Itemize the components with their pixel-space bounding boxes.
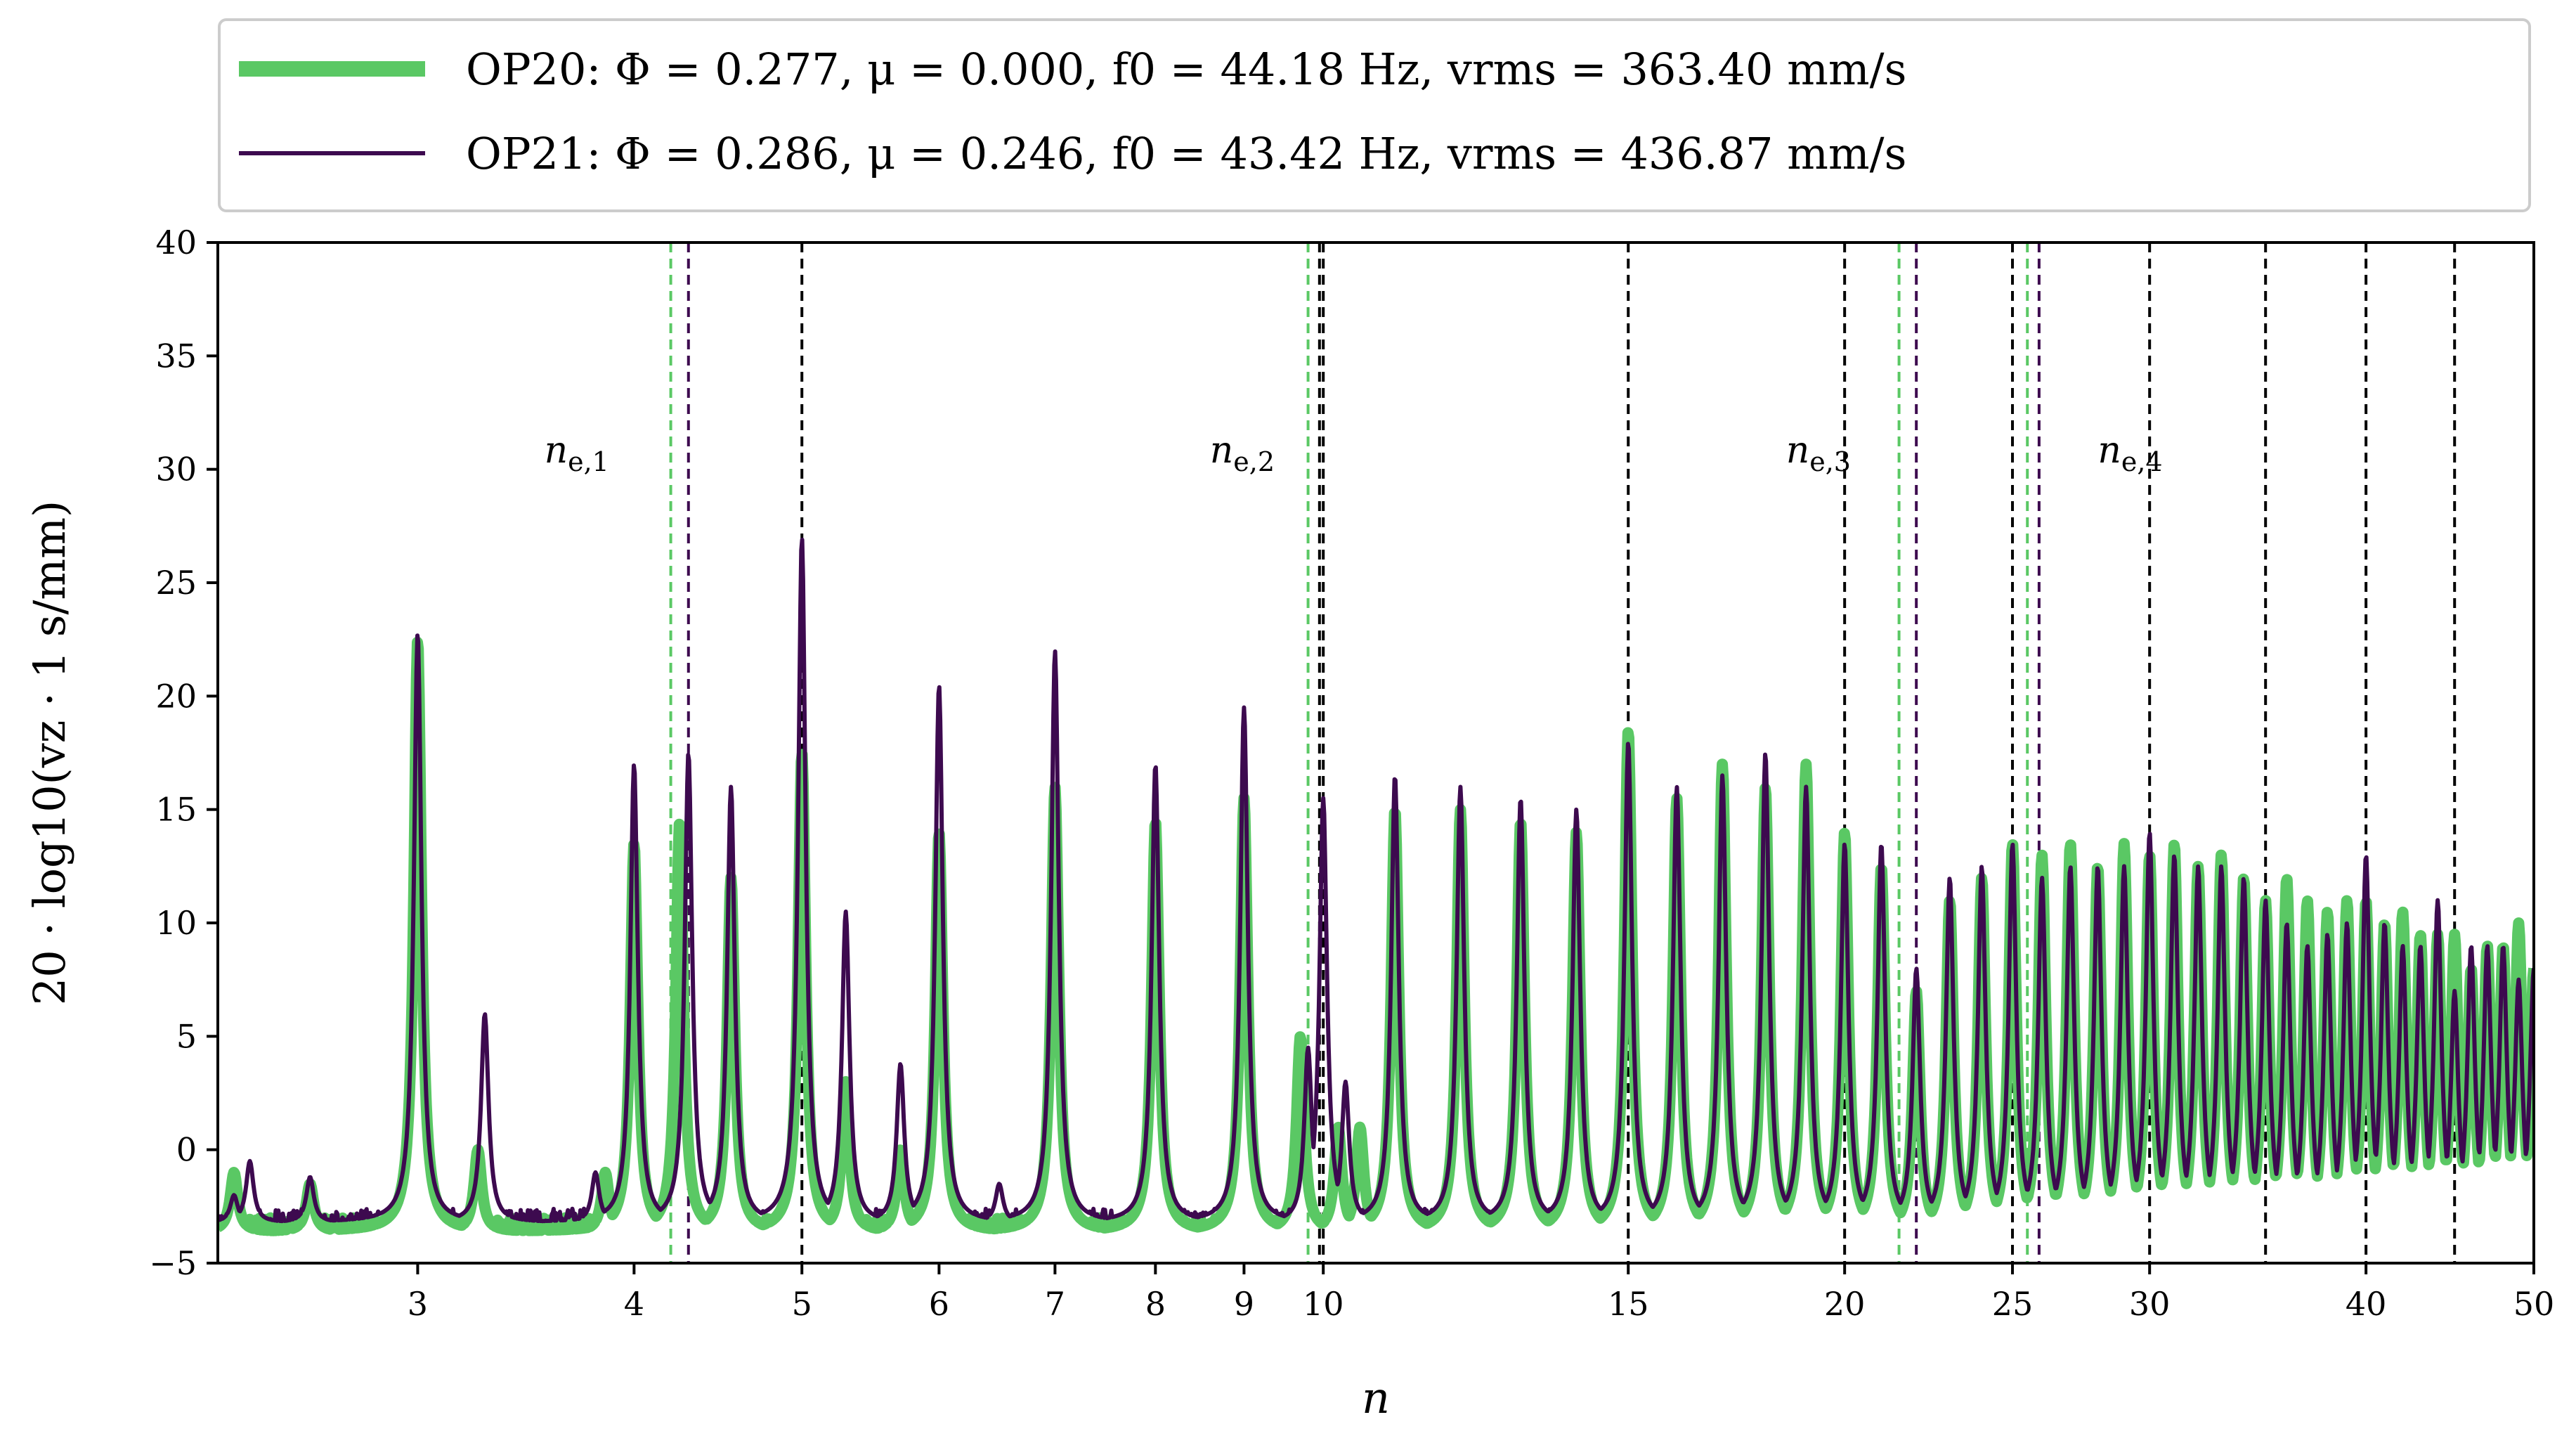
- x-tick-label: 30: [2129, 1285, 2171, 1323]
- y-tick-label: 35: [155, 337, 197, 375]
- x-tick-label: 20: [1824, 1285, 1866, 1323]
- y-axis-label: 20 · log10(vz · 1 s/mm): [24, 500, 75, 1005]
- y-tick-label: 5: [176, 1017, 197, 1055]
- y-tick-label: 15: [155, 791, 197, 829]
- series-line-OP21: [218, 537, 2534, 1224]
- x-tick-label: 8: [1145, 1285, 1166, 1323]
- x-tick-label: 25: [1992, 1285, 2034, 1323]
- x-axis-label: n: [1362, 1372, 1390, 1423]
- series-line-OP20: [218, 636, 2534, 1236]
- legend-label-OP21: OP21: Φ = 0.286, μ = 0.246, f0 = 43.42 H…: [466, 128, 1906, 179]
- y-tick-label: 10: [155, 904, 197, 942]
- legend-box: [218, 18, 2531, 212]
- plot-frame: [216, 241, 2535, 1265]
- y-tick-label: −5: [149, 1244, 197, 1282]
- axes: −5 0 5 10 15 20 25 30 35 40 3 4 5 6 7 8 9 10 15 20 25 30 40 50 n…: [24, 224, 2554, 1423]
- plot-area: ne,1 ne,2 ne,3 ne,4: [218, 243, 2534, 1263]
- x-tick-label: 4: [624, 1285, 644, 1323]
- x-tick-label: 3: [408, 1285, 428, 1323]
- y-tick-label: 20: [155, 677, 197, 715]
- x-tick-label: 15: [1608, 1285, 1649, 1323]
- annotation-2: ne,2: [1210, 429, 1275, 477]
- annotation-3: ne,3: [1786, 429, 1851, 477]
- legend: OP20: Φ = 0.277, μ = 0.000, f0 = 44.18 H…: [218, 18, 2531, 212]
- y-tick-label: 40: [155, 224, 197, 261]
- x-tick-label: 50: [2513, 1285, 2555, 1323]
- x-tick-label: 40: [2346, 1285, 2387, 1323]
- series-group: [218, 537, 2534, 1236]
- x-tick-label: 7: [1045, 1285, 1065, 1323]
- legend-label-OP20: OP20: Φ = 0.277, μ = 0.000, f0 = 44.18 H…: [466, 44, 1906, 95]
- x-tick-label: 5: [792, 1285, 812, 1323]
- y-tick-label: 25: [155, 564, 197, 602]
- x-tick-label: 9: [1234, 1285, 1254, 1323]
- annotation-4: ne,4: [2097, 429, 2162, 477]
- y-tick-label: 0: [176, 1131, 197, 1169]
- x-tick-label: 6: [929, 1285, 949, 1323]
- annotation-1: ne,1: [545, 429, 609, 477]
- y-tick-label: 30: [155, 451, 197, 489]
- x-tick-label: 10: [1303, 1285, 1344, 1323]
